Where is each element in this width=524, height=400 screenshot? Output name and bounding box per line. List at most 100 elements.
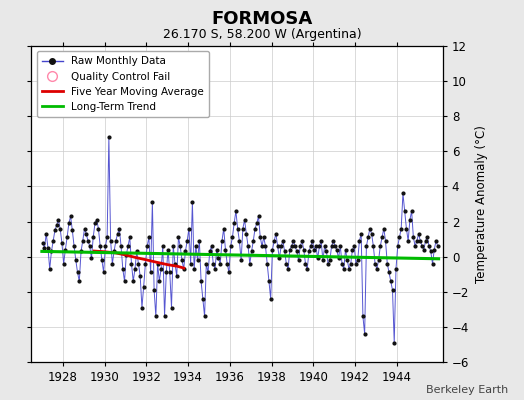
Point xyxy=(155,278,163,284)
Point xyxy=(247,248,256,255)
Point xyxy=(64,220,73,226)
Point xyxy=(238,225,247,232)
Point xyxy=(126,234,134,240)
Point xyxy=(115,225,124,232)
Point xyxy=(195,238,203,244)
Point xyxy=(253,220,261,226)
Point xyxy=(321,243,329,249)
Point xyxy=(59,260,68,267)
Point xyxy=(355,238,364,244)
Point xyxy=(134,260,143,267)
Point xyxy=(265,278,273,284)
Point xyxy=(124,243,132,249)
Text: FORMOSA: FORMOSA xyxy=(211,10,313,28)
Point xyxy=(296,243,304,249)
Point xyxy=(275,255,283,262)
Point xyxy=(105,134,113,140)
Point xyxy=(73,269,82,276)
Point xyxy=(42,231,50,237)
Point xyxy=(148,199,157,206)
Point xyxy=(166,269,174,276)
Point xyxy=(221,246,230,253)
Point xyxy=(178,257,186,263)
Point xyxy=(282,260,290,267)
Point xyxy=(51,227,59,234)
Point xyxy=(390,340,398,346)
Point xyxy=(352,260,360,267)
Point xyxy=(249,238,257,244)
Point xyxy=(430,246,439,253)
Point xyxy=(277,243,285,249)
Point xyxy=(367,231,376,237)
Point xyxy=(313,255,322,262)
Point xyxy=(58,240,66,246)
Point xyxy=(80,225,89,232)
Point xyxy=(286,246,294,253)
Point xyxy=(49,238,58,244)
Legend: Raw Monthly Data, Quality Control Fail, Five Year Moving Average, Long-Term Tren: Raw Monthly Data, Quality Control Fail, … xyxy=(37,51,209,117)
Point xyxy=(402,225,411,232)
Point xyxy=(213,246,221,253)
Point xyxy=(317,238,325,244)
Point xyxy=(56,225,64,232)
Point xyxy=(232,208,240,214)
Point xyxy=(108,260,116,267)
Point xyxy=(427,248,435,255)
Point xyxy=(79,238,87,244)
Point xyxy=(118,266,127,272)
Point xyxy=(185,225,193,232)
Point xyxy=(272,231,280,237)
Point xyxy=(216,260,224,267)
Point xyxy=(157,266,165,272)
Point xyxy=(315,243,324,249)
Point xyxy=(61,246,70,253)
Y-axis label: Temperature Anomaly (°C): Temperature Anomaly (°C) xyxy=(475,125,488,283)
Point xyxy=(68,227,77,234)
Point xyxy=(197,278,205,284)
Point xyxy=(312,243,320,249)
Point xyxy=(82,231,91,237)
Point xyxy=(202,260,211,267)
Point xyxy=(188,199,196,206)
Point xyxy=(89,234,97,240)
Point xyxy=(146,269,155,276)
Point xyxy=(291,243,299,249)
Point xyxy=(292,248,301,255)
Point xyxy=(258,243,266,249)
Point xyxy=(154,260,162,267)
Point xyxy=(171,260,179,267)
Point xyxy=(362,243,370,249)
Point xyxy=(47,248,56,255)
Point xyxy=(192,243,200,249)
Point xyxy=(160,313,169,320)
Point xyxy=(416,238,424,244)
Point xyxy=(93,217,101,223)
Point xyxy=(348,246,357,253)
Point xyxy=(432,238,440,244)
Point xyxy=(300,246,308,253)
Point xyxy=(242,231,250,237)
Point xyxy=(414,231,423,237)
Point xyxy=(411,243,419,249)
Point xyxy=(39,240,47,246)
Point xyxy=(88,255,96,262)
Point xyxy=(143,243,151,249)
Point xyxy=(214,255,223,262)
Point xyxy=(174,234,183,240)
Point xyxy=(357,231,365,237)
Point xyxy=(303,266,311,272)
Point xyxy=(364,234,373,240)
Point xyxy=(127,260,136,267)
Point xyxy=(112,238,120,244)
Point xyxy=(324,260,332,267)
Point xyxy=(200,313,209,320)
Point xyxy=(113,231,122,237)
Point xyxy=(77,248,85,255)
Point xyxy=(244,243,252,249)
Point xyxy=(350,243,358,249)
Point xyxy=(270,238,278,244)
Point xyxy=(218,238,226,244)
Point xyxy=(413,238,421,244)
Point xyxy=(341,246,350,253)
Point xyxy=(374,257,383,263)
